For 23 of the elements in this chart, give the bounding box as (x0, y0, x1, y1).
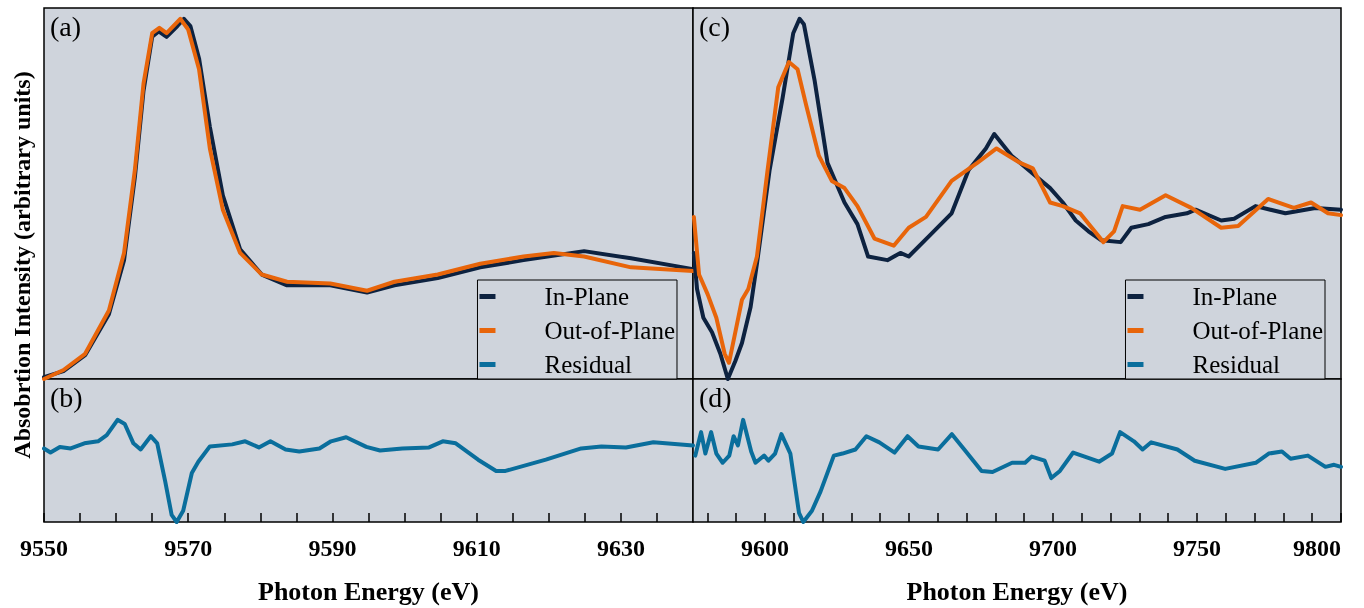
legend-label: Out-of-Plane (1192, 317, 1324, 344)
x-tick-label: 9700 (1029, 535, 1077, 561)
chart-title: (b) (50, 381, 83, 413)
x-tick-label: 9590 (308, 535, 357, 561)
x-tick-label: 9600 (741, 535, 789, 561)
x-tick-label: 9610 (452, 535, 501, 561)
x-tick-label: 9630 (596, 535, 645, 561)
chart-title: (d) (699, 381, 732, 413)
x-tick-label: 9750 (1173, 535, 1221, 561)
y-axis-title: Absobrtion Intensity (arbitrary units) (9, 71, 35, 459)
x-axis-title: Photon Energy (eV) (258, 576, 479, 606)
chart-title: (a) (50, 10, 82, 42)
legend-label: Out-of-Plane (544, 317, 676, 344)
legend-label: In-Plane (1192, 283, 1278, 310)
x-axis-title: Photon Energy (eV) (906, 576, 1128, 606)
legend-label: Residual (1192, 351, 1281, 378)
legend-label: Residual (544, 351, 633, 378)
x-tick-label: 9550 (20, 535, 68, 561)
x-tick-label: 9800 (1293, 535, 1341, 561)
x-tick-label: 9650 (885, 535, 933, 561)
legend-label: In-Plane (544, 283, 630, 310)
chart-title: (c) (699, 10, 731, 42)
x-tick-label: 9570 (164, 535, 213, 561)
